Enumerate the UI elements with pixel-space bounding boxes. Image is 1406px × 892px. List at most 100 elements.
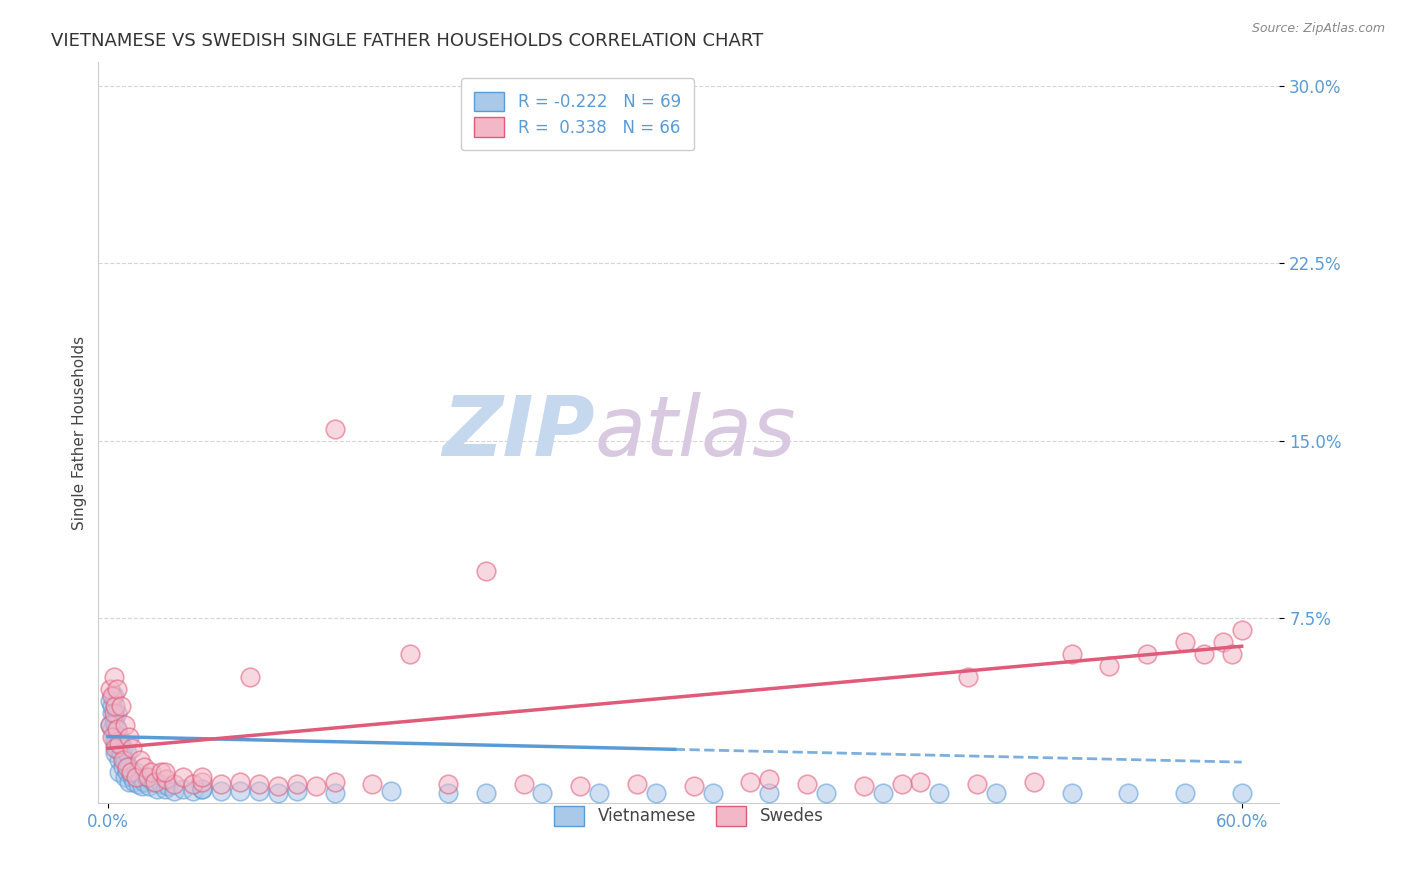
Point — [181, 784, 204, 798]
Point — [475, 786, 498, 800]
Point — [1060, 786, 1083, 800]
Point — [153, 781, 176, 796]
Point — [125, 770, 148, 784]
Point — [1136, 647, 1159, 661]
Point — [111, 753, 134, 767]
Point — [191, 774, 214, 789]
Point — [104, 741, 127, 756]
Point — [239, 670, 262, 684]
Point — [111, 741, 134, 756]
Point — [103, 730, 125, 744]
Point — [98, 682, 121, 697]
Point — [105, 723, 128, 737]
Text: ZIP: ZIP — [441, 392, 595, 473]
Point — [121, 741, 143, 756]
Point — [98, 717, 121, 731]
Point — [323, 786, 346, 800]
Point — [118, 774, 141, 789]
Point — [110, 746, 132, 760]
Point — [132, 760, 155, 774]
Point — [149, 765, 172, 780]
Point — [103, 706, 125, 720]
Point — [129, 770, 152, 784]
Text: VIETNAMESE VS SWEDISH SINGLE FATHER HOUSEHOLDS CORRELATION CHART: VIETNAMESE VS SWEDISH SINGLE FATHER HOUS… — [51, 32, 763, 50]
Point — [1230, 786, 1253, 800]
Point — [129, 753, 152, 767]
Point — [191, 770, 214, 784]
Point — [682, 779, 704, 793]
Point — [121, 770, 143, 784]
Point — [115, 765, 138, 780]
Point — [104, 737, 127, 751]
Point — [531, 786, 554, 800]
Point — [143, 774, 166, 789]
Point — [209, 777, 232, 791]
Text: Source: ZipAtlas.com: Source: ZipAtlas.com — [1251, 22, 1385, 36]
Point — [142, 774, 165, 789]
Point — [702, 786, 724, 800]
Point — [323, 422, 346, 436]
Point — [323, 774, 346, 789]
Point — [103, 690, 125, 704]
Point — [118, 760, 141, 774]
Point — [644, 786, 666, 800]
Point — [247, 784, 270, 798]
Point — [1022, 774, 1045, 789]
Point — [105, 741, 128, 756]
Point — [100, 698, 122, 713]
Point — [626, 777, 648, 791]
Point — [105, 723, 128, 737]
Point — [872, 786, 894, 800]
Point — [153, 765, 176, 780]
Point — [132, 774, 155, 789]
Point — [172, 770, 194, 784]
Point — [141, 765, 163, 780]
Point — [1060, 647, 1083, 661]
Point — [105, 682, 128, 697]
Point — [115, 760, 138, 774]
Point — [138, 779, 160, 793]
Point — [111, 760, 134, 774]
Point — [103, 670, 125, 684]
Point — [928, 786, 950, 800]
Point — [475, 564, 498, 578]
Point — [512, 777, 534, 791]
Point — [1174, 786, 1197, 800]
Point — [1098, 658, 1121, 673]
Point — [104, 717, 127, 731]
Point — [114, 717, 136, 731]
Point — [209, 784, 232, 798]
Point — [104, 746, 127, 760]
Point — [758, 786, 780, 800]
Point — [120, 765, 142, 780]
Point — [1192, 647, 1215, 661]
Point — [966, 777, 988, 791]
Point — [163, 777, 186, 791]
Point — [910, 774, 932, 789]
Point — [118, 730, 141, 744]
Point — [100, 723, 122, 737]
Point — [110, 737, 132, 751]
Text: atlas: atlas — [595, 392, 796, 473]
Point — [361, 777, 384, 791]
Point — [1174, 635, 1197, 649]
Point — [98, 717, 121, 731]
Point — [163, 784, 186, 798]
Point — [852, 779, 875, 793]
Point — [155, 772, 177, 786]
Point — [956, 670, 979, 684]
Point — [149, 777, 172, 791]
Point — [814, 786, 837, 800]
Point — [127, 777, 149, 791]
Point — [380, 784, 402, 798]
Legend: Vietnamese, Swedes: Vietnamese, Swedes — [541, 793, 837, 838]
Point — [305, 779, 328, 793]
Point — [105, 706, 128, 720]
Point — [1116, 786, 1139, 800]
Point — [108, 753, 131, 767]
Point — [108, 730, 131, 744]
Point — [285, 784, 308, 798]
Point — [108, 737, 131, 751]
Point — [114, 770, 136, 784]
Point — [399, 647, 422, 661]
